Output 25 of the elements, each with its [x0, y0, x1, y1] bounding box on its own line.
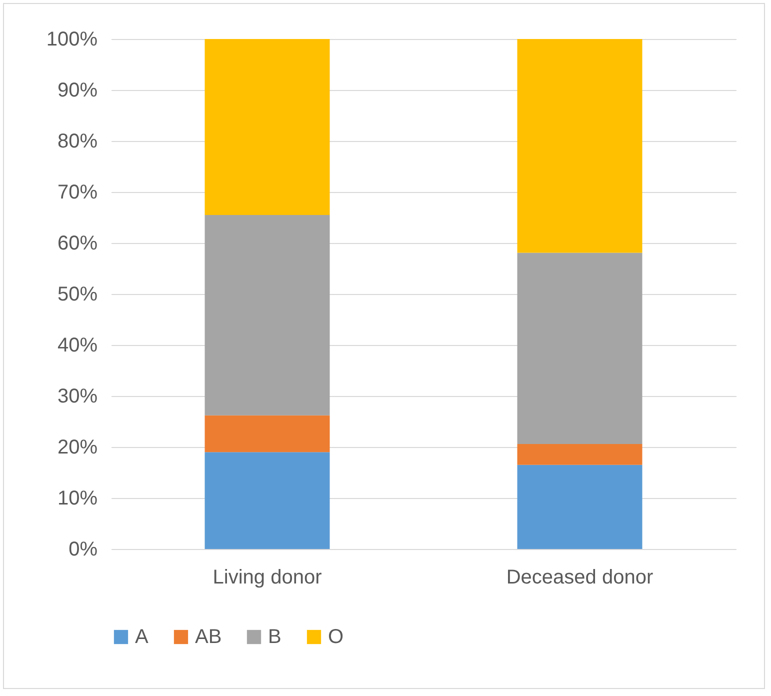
legend-label: B — [268, 626, 282, 648]
legend-label: A — [135, 626, 149, 648]
y-tick-label: 90% — [57, 80, 98, 102]
bar — [204, 452, 330, 549]
y-tick-label: 50% — [57, 284, 98, 306]
y-tick-label: 30% — [57, 386, 98, 408]
bar — [517, 444, 642, 465]
bar — [204, 415, 330, 452]
y-tick-label: 100% — [46, 28, 98, 50]
bar — [517, 39, 642, 253]
y-tick-label: 10% — [57, 488, 98, 510]
legend-label: O — [328, 626, 344, 648]
bar — [517, 252, 642, 444]
bar — [517, 464, 642, 549]
x-tick-label: Deceased donor — [506, 566, 654, 588]
bar — [204, 214, 330, 416]
y-tick-label: 70% — [57, 182, 98, 204]
bar — [204, 39, 330, 215]
y-tick-label: 40% — [57, 334, 98, 356]
x-tick-label: Living donor — [212, 566, 322, 588]
legend-label: AB — [195, 626, 222, 648]
y-tick-label: 60% — [57, 232, 98, 254]
y-tick-label: 80% — [57, 130, 98, 152]
y-tick-label: 0% — [68, 538, 98, 560]
y-tick-label: 20% — [57, 436, 98, 458]
